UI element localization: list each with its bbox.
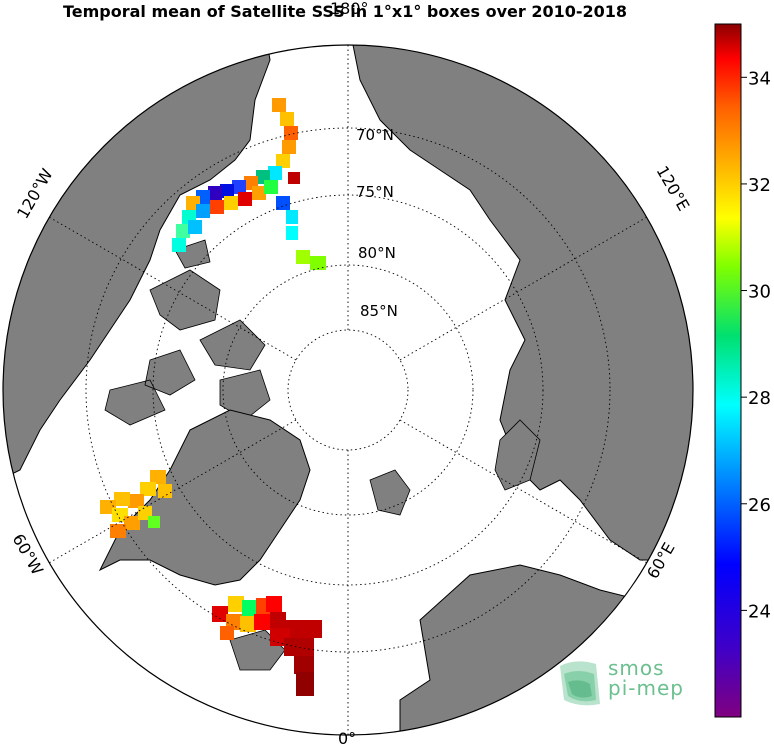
meridian-label-0: 0°	[338, 729, 356, 746]
map-title: Temporal mean of Satellite SSS in 1°x1° …	[62, 2, 628, 21]
smos-pi-mep-logo: smos pi-mep	[556, 656, 696, 708]
land-novaya-zemlya	[494, 419, 541, 491]
meridian-label-180: 180°	[330, 0, 369, 18]
colorbar-tick-label: 32	[748, 175, 771, 196]
sss-data-beaufort	[172, 98, 326, 270]
land-svalbard	[369, 469, 411, 516]
sss-data-nordic	[212, 596, 322, 696]
colorbar-gradient	[714, 23, 742, 718]
sss-data-baffin	[100, 470, 172, 538]
meridian-label-120e: 120°E	[653, 163, 694, 215]
meridian-label-120w: 120°W	[13, 165, 57, 222]
map-border	[2, 44, 694, 736]
colorbar-tick-label: 26	[748, 495, 771, 516]
colorbar: 34 32 30 28 26 24	[714, 23, 771, 718]
logo-line2: pi-mep	[608, 676, 684, 700]
parallel-label-85: 85°N	[360, 302, 398, 320]
parallel-label-80: 80°N	[358, 244, 396, 262]
land-arctic-archipelago	[104, 239, 271, 426]
parallel-label-70: 70°N	[356, 126, 394, 144]
colorbar-tick-label: 24	[748, 601, 771, 622]
smos-logo-icon	[560, 661, 600, 706]
parallel-label-75: 75°N	[356, 183, 394, 201]
colorbar-tick-label: 34	[748, 68, 771, 89]
colorbar-tick-label: 30	[748, 282, 771, 303]
logo-line1: smos	[608, 656, 665, 680]
colorbar-tick-label: 28	[748, 388, 771, 409]
